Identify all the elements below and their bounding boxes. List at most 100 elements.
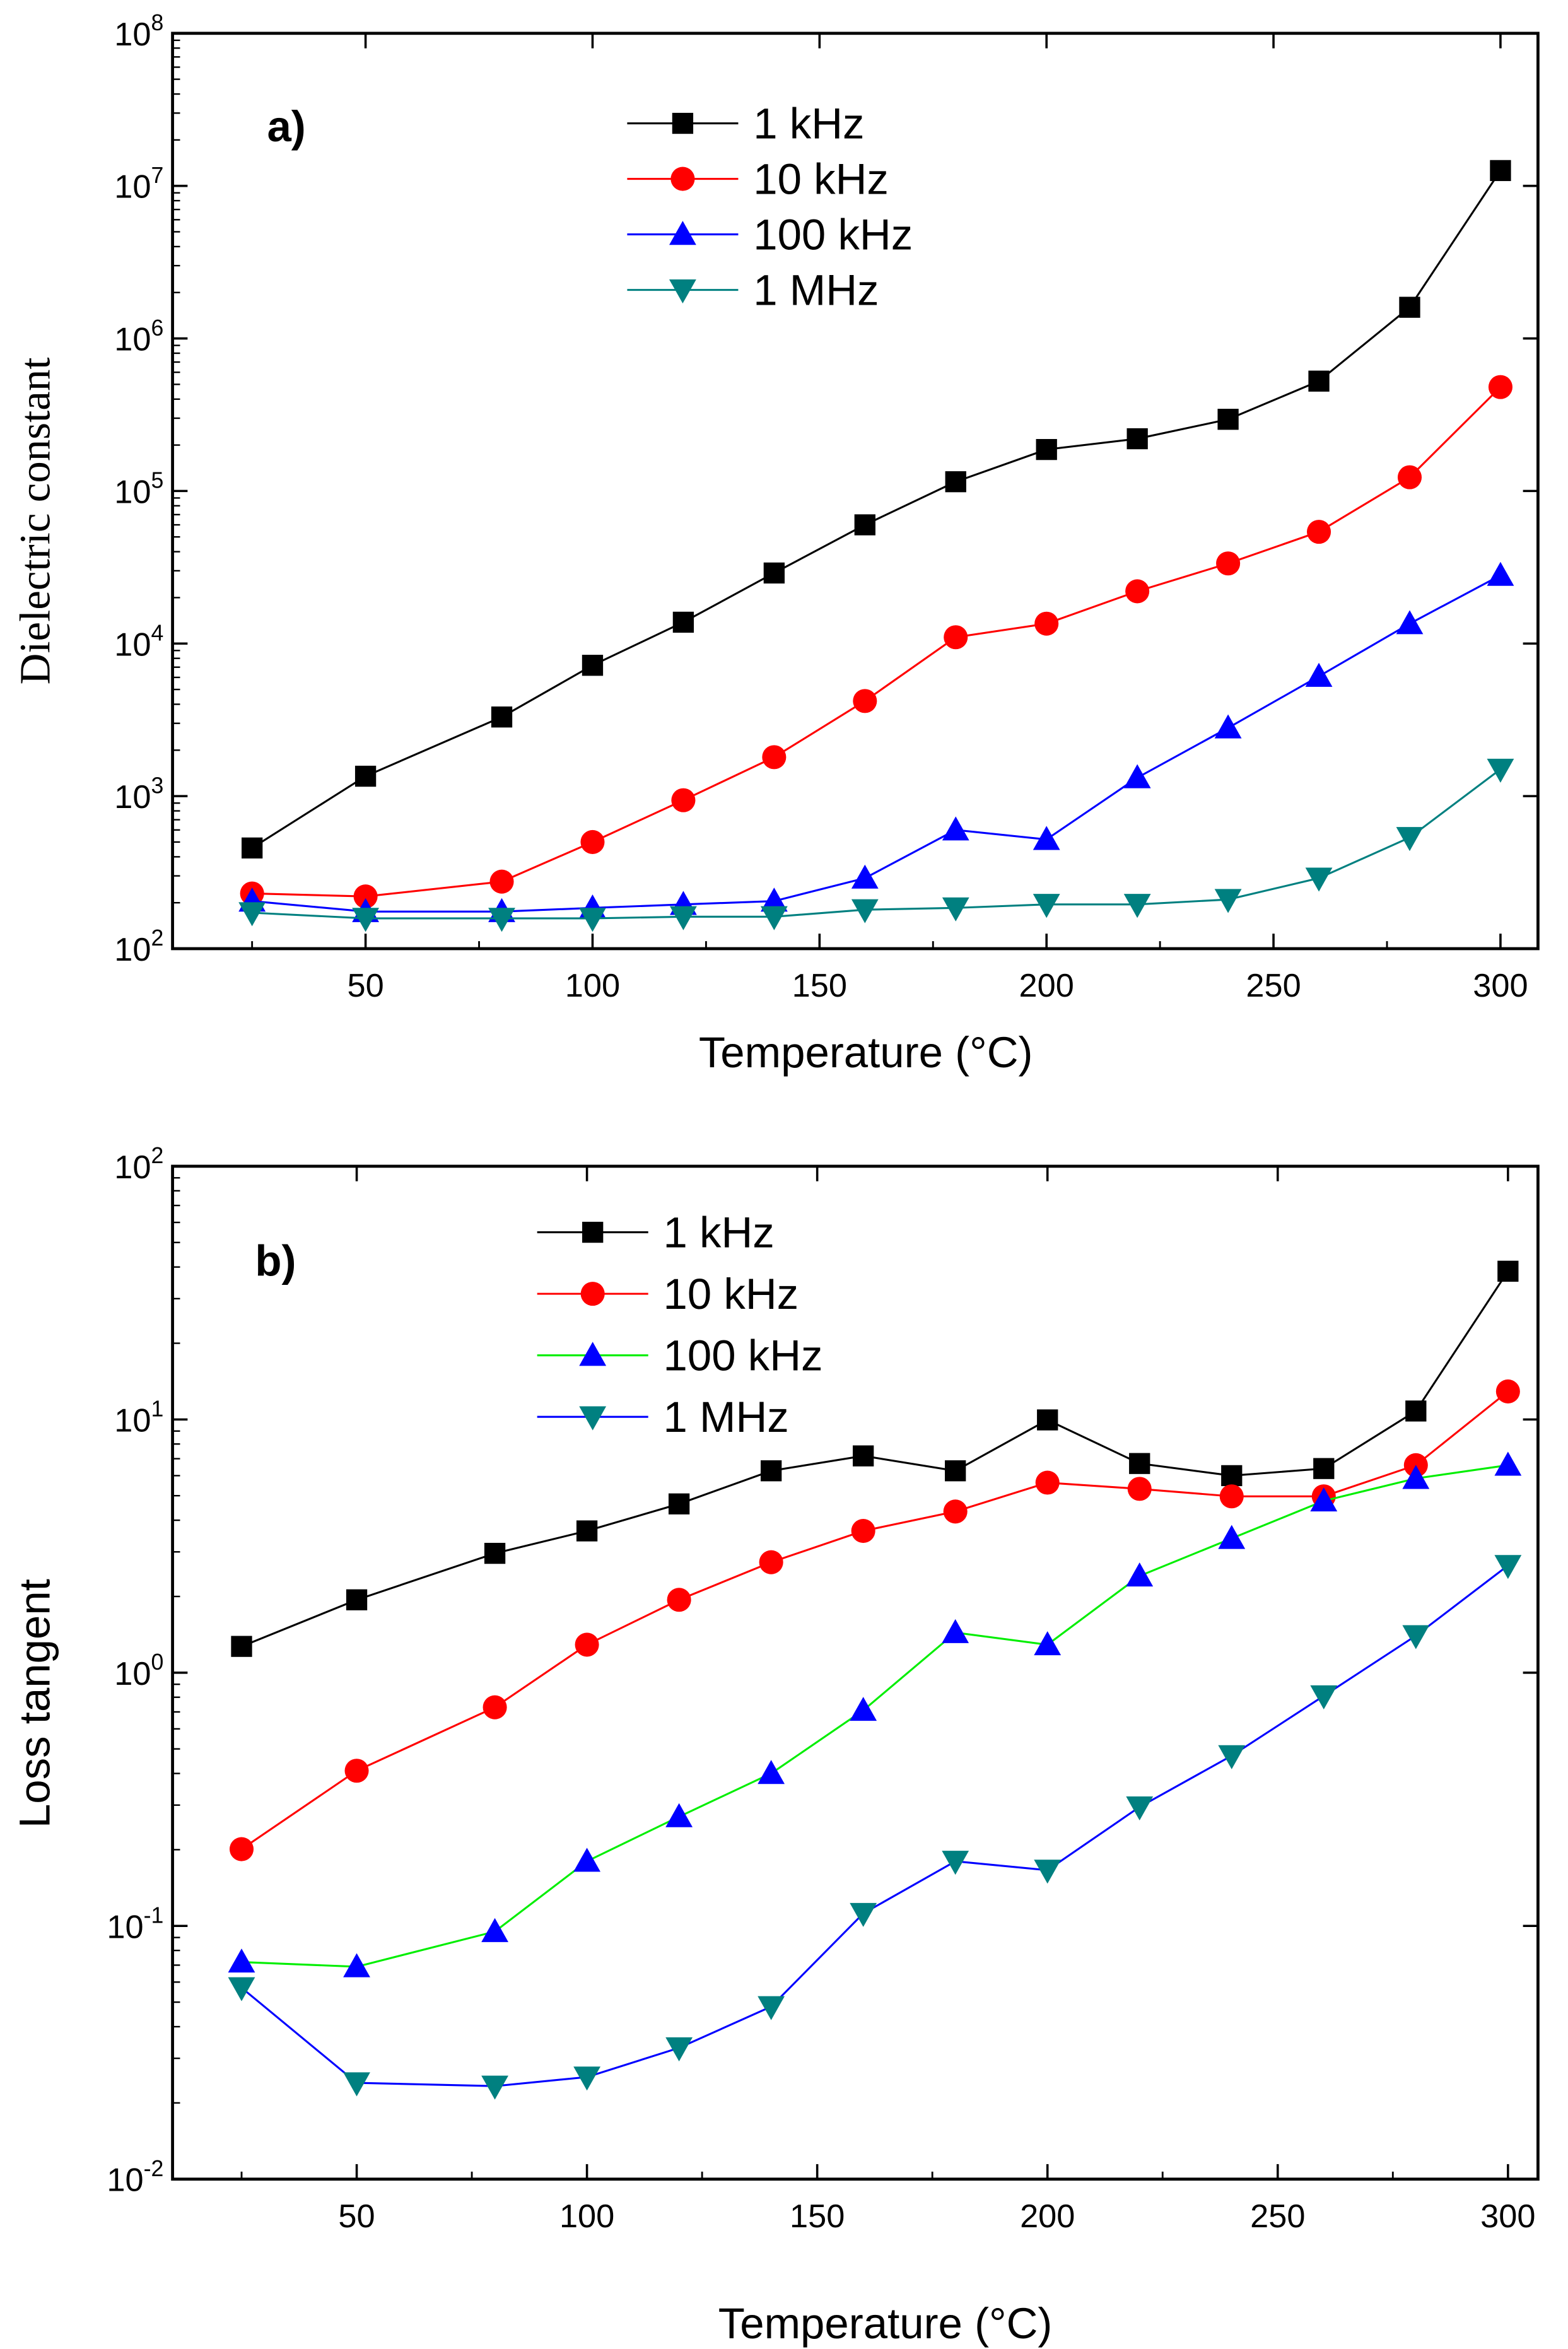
legend-marker	[672, 112, 694, 134]
data-point	[1219, 1484, 1244, 1509]
data-point	[1402, 1625, 1430, 1649]
data-point	[1396, 610, 1424, 635]
y-tick-label: 102	[114, 925, 163, 968]
data-point	[670, 906, 697, 930]
data-point	[1495, 1379, 1520, 1403]
data-point	[854, 514, 875, 536]
data-point	[942, 816, 969, 841]
data-point	[665, 2037, 693, 2061]
data-point	[942, 1851, 969, 1875]
data-point	[668, 1493, 690, 1514]
x-tick-label: 50	[338, 2198, 375, 2235]
data-point	[231, 1636, 252, 1657]
data-point	[1034, 1860, 1062, 1884]
data-point	[665, 1803, 693, 1827]
data-point	[1037, 1409, 1058, 1431]
data-point	[229, 1837, 254, 1861]
data-point	[1494, 1555, 1522, 1579]
data-point	[1305, 867, 1333, 892]
data-point	[582, 655, 604, 676]
data-point	[1310, 1487, 1338, 1512]
x-tick-label: 300	[1473, 968, 1528, 1004]
legend-item: 100 kHz	[537, 1331, 823, 1380]
data-point	[573, 2066, 601, 2091]
data-point	[1123, 764, 1151, 788]
data-point	[580, 829, 605, 854]
y-tick-label: 10-1	[107, 1903, 163, 1946]
data-point	[945, 1460, 966, 1482]
panel-a-dielectric-constant: a) Temperature (°C) Dielectric constant …	[11, 10, 1540, 1077]
y-tick-label: 100	[114, 1649, 163, 1692]
y-tick-label: 105	[114, 468, 163, 511]
data-point	[1308, 370, 1330, 392]
data-point	[491, 706, 513, 728]
data-point	[1305, 662, 1333, 687]
data-point	[575, 1632, 599, 1657]
data-point	[758, 1996, 785, 2020]
x-tick-label: 200	[1020, 2198, 1075, 2235]
y-tick-label: 102	[114, 1143, 163, 1186]
data-point	[242, 837, 263, 859]
legend-label: 1 MHz	[753, 266, 879, 314]
data-point	[1125, 579, 1150, 604]
data-point	[1405, 1400, 1427, 1422]
data-point	[579, 908, 606, 932]
legend-label: 10 kHz	[753, 155, 889, 203]
x-tick-label: 250	[1250, 2198, 1305, 2235]
series-1-mhz	[228, 1555, 1522, 2100]
data-point	[1313, 1458, 1335, 1479]
data-point	[1033, 894, 1060, 918]
data-point	[1036, 438, 1057, 460]
legend-marker	[580, 1282, 605, 1306]
x-axis-label-a: Temperature (°C)	[699, 1028, 1033, 1077]
data-point	[344, 1759, 369, 1783]
series-line	[241, 1270, 1509, 1648]
x-tick-label: 300	[1480, 2198, 1535, 2235]
data-point	[489, 869, 514, 894]
data-point	[942, 897, 969, 922]
data-point	[238, 902, 266, 927]
series-line	[251, 170, 1502, 849]
data-point	[945, 471, 966, 493]
data-point	[354, 765, 377, 787]
legend-marker	[579, 1406, 607, 1431]
data-point	[1497, 1260, 1519, 1282]
data-point	[760, 1460, 782, 1482]
series-line	[241, 1390, 1509, 1850]
data-point	[672, 611, 694, 633]
data-point	[850, 1902, 877, 1927]
y-tick-label: 104	[114, 620, 163, 663]
data-point	[851, 1519, 875, 1544]
data-point	[1214, 714, 1242, 739]
series-line	[252, 768, 1501, 920]
data-point	[1494, 1451, 1522, 1476]
data-point	[853, 1445, 874, 1467]
data-point	[1123, 894, 1151, 918]
data-point	[1214, 889, 1242, 913]
panel-label-b: b)	[255, 1237, 296, 1286]
data-point	[1396, 827, 1424, 852]
data-point	[851, 899, 879, 923]
x-tick-label: 250	[1246, 968, 1301, 1004]
data-point	[484, 1542, 506, 1564]
data-point	[1034, 1631, 1062, 1656]
data-point	[1487, 758, 1514, 783]
data-point	[851, 864, 879, 889]
data-point	[343, 2072, 370, 2097]
x-tick-label: 150	[792, 968, 847, 1004]
data-point	[228, 1977, 255, 2001]
data-point	[671, 788, 696, 812]
data-point	[667, 1588, 691, 1612]
data-point	[353, 884, 378, 909]
data-point	[944, 625, 968, 650]
legend-label: 1 kHz	[663, 1208, 774, 1257]
data-point	[943, 1499, 968, 1524]
legend-label: 10 kHz	[663, 1270, 799, 1318]
data-point	[850, 1697, 877, 1721]
data-point	[758, 1760, 785, 1784]
series-1-mhz	[238, 758, 1514, 932]
data-point	[1217, 409, 1239, 430]
data-point	[1399, 296, 1420, 318]
data-point	[1402, 1465, 1430, 1489]
